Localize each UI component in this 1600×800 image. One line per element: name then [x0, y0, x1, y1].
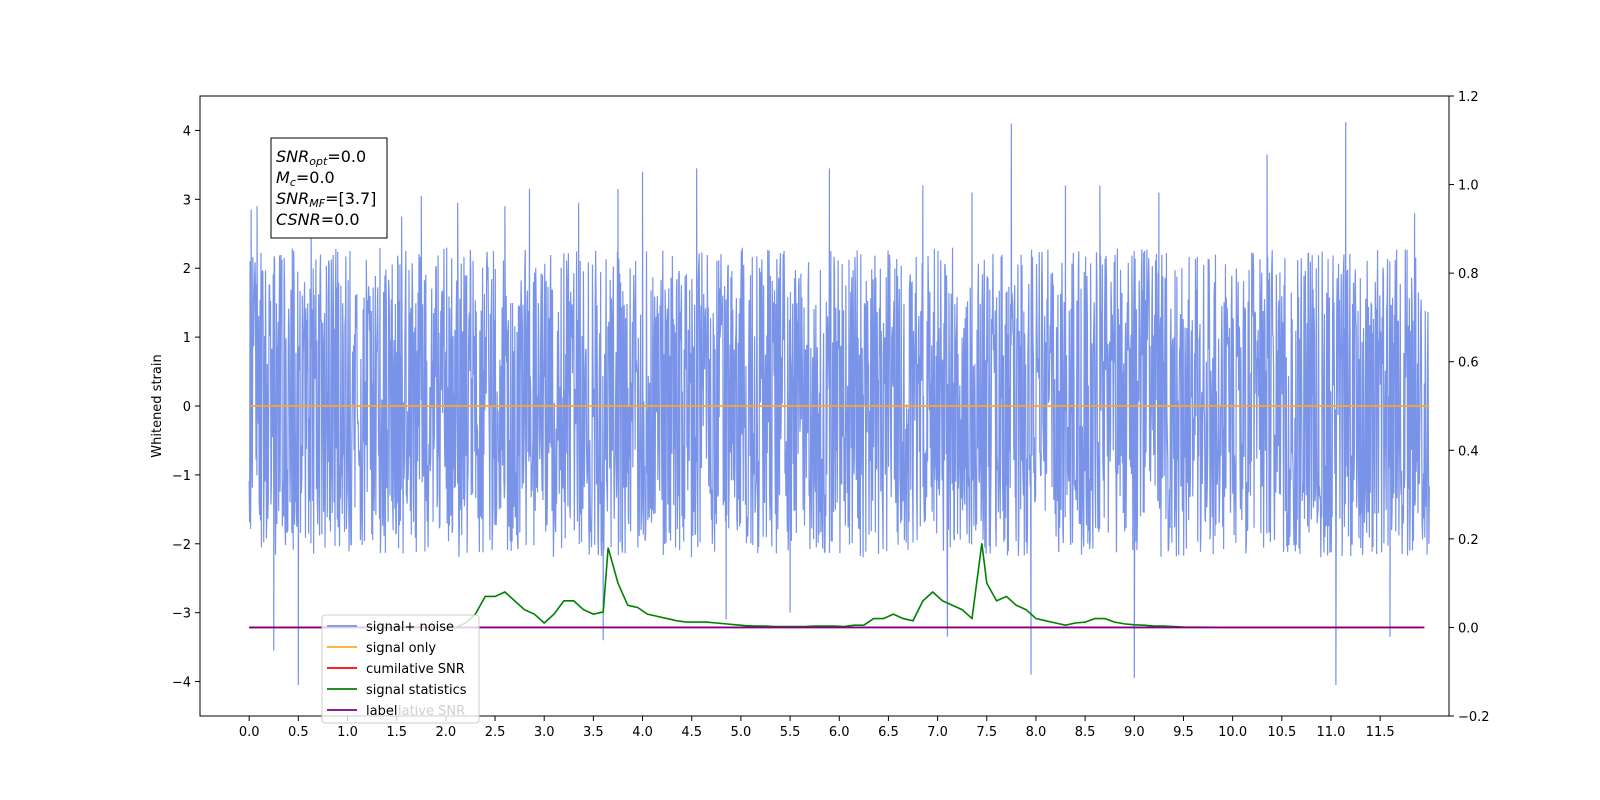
x-tick-label: 5.0 — [731, 725, 752, 740]
x-tick-label: 9.0 — [1124, 725, 1145, 740]
annotation-line: SNRMF=[3.7] — [276, 189, 376, 210]
y-axis-left: 4 3 2 1 0 −1 −2 −3 −4 — [172, 124, 200, 691]
x-tick-label: 3.5 — [583, 725, 604, 740]
x-tick-label: 2.5 — [485, 725, 506, 740]
x-tick-label: 11.5 — [1366, 725, 1395, 740]
x-tick-label: 8.5 — [1075, 725, 1096, 740]
annotation-line: SNRopt=0.0 — [276, 147, 366, 168]
x-tick-label: 5.5 — [780, 725, 801, 740]
x-tick-label: 1.5 — [386, 725, 407, 740]
series-signal-statistics — [249, 543, 1420, 629]
y-tick-label: 1 — [183, 331, 191, 346]
y2-tick-label: −0.2 — [1458, 710, 1490, 725]
y2-tick-label: 0.8 — [1458, 267, 1479, 282]
legend-entry: signal only — [366, 641, 436, 656]
legend: signal+ noise signal only cumilative SNR si… — [321, 614, 480, 724]
x-tick-label: 10.5 — [1267, 725, 1296, 740]
x-tick-label: 4.0 — [632, 725, 653, 740]
x-tick-label: 2.0 — [436, 725, 457, 740]
legend-entry: label — [366, 704, 397, 719]
series-signal-plus-noise — [248, 122, 1430, 686]
x-tick-label: 9.5 — [1173, 725, 1194, 740]
y-tick-label: −4 — [172, 676, 191, 691]
legend-frame — [321, 614, 480, 724]
y-tick-label: 0 — [183, 400, 191, 415]
x-tick-label: 7.5 — [976, 725, 997, 740]
x-tick-label: 10.0 — [1218, 725, 1247, 740]
y2-tick-label: 0.6 — [1458, 356, 1479, 371]
x-tick-label: 1.0 — [337, 725, 358, 740]
y-tick-label: 2 — [183, 262, 191, 277]
legend-entry: signal+ noise — [366, 620, 454, 635]
y-axis-title: Whitened strain — [150, 354, 165, 457]
y-tick-label: −1 — [172, 469, 191, 484]
y-tick-label: −3 — [172, 607, 191, 622]
x-tick-label: 6.5 — [878, 725, 899, 740]
y-axis-right: 1.2 1.0 0.8 0.6 0.4 0.2 0.0 −0.2 — [1449, 90, 1490, 725]
legend-entry: signal statistics — [366, 683, 467, 698]
x-tick-label: 8.0 — [1026, 725, 1047, 740]
x-tick-label: 7.0 — [927, 725, 948, 740]
y-tick-label: 3 — [183, 193, 191, 208]
x-tick-label: 4.5 — [681, 725, 702, 740]
y-tick-label: 4 — [183, 124, 191, 139]
x-tick-label: 3.0 — [534, 725, 555, 740]
legend-entry: cumilative SNR — [366, 662, 465, 677]
y2-tick-label: 0.2 — [1458, 533, 1479, 548]
x-tick-label: 6.0 — [829, 725, 850, 740]
x-tick-label: 0.5 — [288, 725, 309, 740]
x-tick-label: 11.0 — [1317, 725, 1346, 740]
y2-tick-label: 0.0 — [1458, 621, 1479, 636]
y2-tick-label: 1.0 — [1458, 179, 1479, 194]
legend-overlap-text: lative SNR — [398, 704, 465, 719]
y-tick-label: −2 — [172, 538, 191, 553]
annotation-line: Mc=0.0 — [276, 168, 335, 189]
y2-tick-label: 1.2 — [1458, 90, 1479, 105]
annotation-line: CSNR=0.0 — [276, 210, 360, 229]
y2-tick-label: 0.4 — [1458, 444, 1479, 459]
x-axis: 0.0 0.5 1.0 1.5 2.0 2.5 3.0 3.5 4.0 4.5 5.0 5.5 6.0 6… — [239, 716, 1395, 740]
annotation-frame — [270, 137, 388, 239]
x-tick-label: 0.0 — [239, 725, 260, 740]
